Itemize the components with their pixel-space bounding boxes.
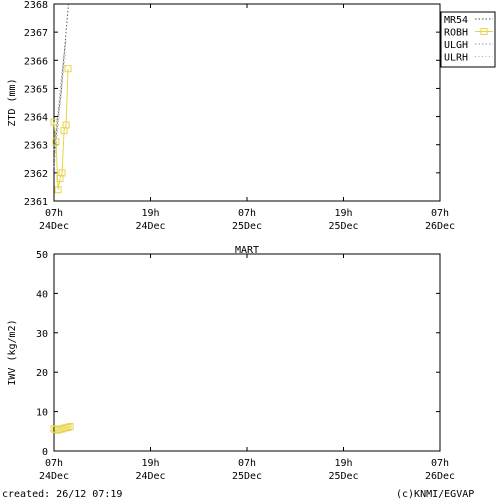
x-tick-label: 07h — [431, 458, 449, 469]
data-point-robh — [66, 423, 74, 431]
x-tick-label: 25Dec — [232, 471, 262, 482]
y-tick-label: 2361 — [24, 197, 48, 208]
footer-copyright: (c)KNMI/EGVAP — [396, 489, 474, 500]
y-tick-label: 2366 — [24, 56, 48, 67]
y-tick-label: 0 — [42, 447, 48, 458]
chart-panel-1: 2361 2362 2363 2364 2365 2366 2367 2368 07h 24Dec… — [7, 0, 496, 232]
plot-frame — [53, 3, 441, 202]
y-tick-label: 50 — [36, 250, 48, 261]
series-line-mr54 — [53, 3, 69, 159]
data-point-robh — [52, 138, 60, 146]
series-line-ulgh — [53, 40, 67, 151]
legend-marker-robh — [480, 28, 488, 35]
x-tick-label: 07h — [238, 208, 256, 219]
chart-panel-2: MART 0 10 20 30 40 50 07h 24Dec 19h 24Dec 07h 25Dec 1… — [7, 245, 455, 482]
data-point-robh — [54, 186, 62, 194]
plot-frame — [53, 253, 441, 452]
y-tick-label: 2364 — [24, 113, 48, 124]
x-tick-label: 19h — [334, 208, 352, 219]
y-tick-label: 30 — [36, 329, 48, 340]
series-line-ulrh — [53, 51, 67, 168]
x-tick-label: 07h — [45, 208, 63, 219]
x-tick-label: 25Dec — [328, 221, 358, 232]
y-axis-label: ZTD (mm) — [7, 78, 18, 126]
footer-created: created: 26/12 07:19 — [2, 489, 122, 500]
x-tick-label: 26Dec — [425, 471, 455, 482]
data-point-robh — [62, 121, 70, 129]
y-tick-label: 40 — [36, 289, 48, 300]
legend-label-mr54: MR54 — [444, 15, 468, 26]
x-tick-label: 26Dec — [425, 221, 455, 232]
data-point-robh — [58, 169, 66, 177]
y-axis-label: IWV (kg/m2) — [7, 319, 18, 385]
legend-label-ulgh: ULGH — [444, 40, 468, 51]
data-point-robh — [64, 65, 72, 73]
y-tick-label: 2363 — [24, 141, 48, 152]
chart-title: MART — [235, 245, 259, 256]
x-tick-label: 24Dec — [39, 221, 69, 232]
x-tick-label: 19h — [141, 458, 159, 469]
y-tick-label: 2367 — [24, 28, 48, 39]
x-tick-label: 19h — [141, 208, 159, 219]
x-tick-label: 25Dec — [328, 471, 358, 482]
x-tick-label: 07h — [431, 208, 449, 219]
y-tick-label: 2368 — [24, 0, 48, 11]
y-tick-label: 2362 — [24, 169, 48, 180]
data-point-robh — [64, 423, 72, 431]
x-tick-label: 24Dec — [39, 471, 69, 482]
y-tick-label: 10 — [36, 408, 48, 419]
x-tick-label: 24Dec — [135, 471, 165, 482]
legend-box — [440, 11, 496, 68]
x-tick-label: 25Dec — [232, 221, 262, 232]
x-tick-label: 24Dec — [135, 221, 165, 232]
legend-label-ulrh: ULRH — [444, 53, 468, 64]
x-tick-label: 07h — [238, 458, 256, 469]
legend-label-robh: ROBH — [444, 28, 468, 39]
y-tick-label: 20 — [36, 368, 48, 379]
x-tick-label: 19h — [334, 458, 352, 469]
x-tick-label: 07h — [45, 458, 63, 469]
y-tick-label: 2365 — [24, 84, 48, 95]
